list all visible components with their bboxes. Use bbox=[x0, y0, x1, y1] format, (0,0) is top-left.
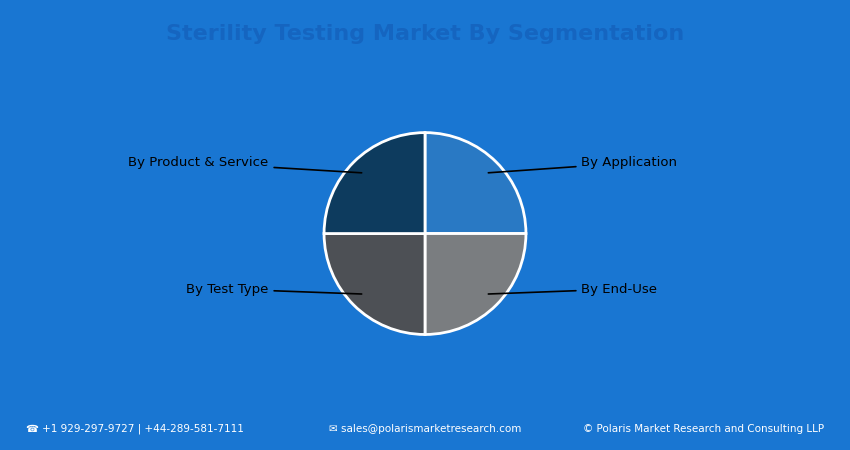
Wedge shape bbox=[425, 133, 526, 234]
Wedge shape bbox=[324, 234, 425, 334]
Text: By Product & Service: By Product & Service bbox=[128, 157, 361, 173]
Wedge shape bbox=[425, 234, 526, 334]
Text: By End-Use: By End-Use bbox=[489, 283, 657, 296]
Text: ☎ +1 929-297-9727 | +44-289-581-7111: ☎ +1 929-297-9727 | +44-289-581-7111 bbox=[26, 423, 243, 434]
Text: By Test Type: By Test Type bbox=[186, 283, 361, 296]
Text: Sterility Testing Market By Segmentation: Sterility Testing Market By Segmentation bbox=[166, 24, 684, 44]
Text: By Application: By Application bbox=[489, 157, 677, 173]
Text: ✉ sales@polarismarketresearch.com: ✉ sales@polarismarketresearch.com bbox=[329, 423, 521, 434]
Text: © Polaris Market Research and Consulting LLP: © Polaris Market Research and Consulting… bbox=[583, 423, 824, 434]
Wedge shape bbox=[324, 133, 425, 234]
